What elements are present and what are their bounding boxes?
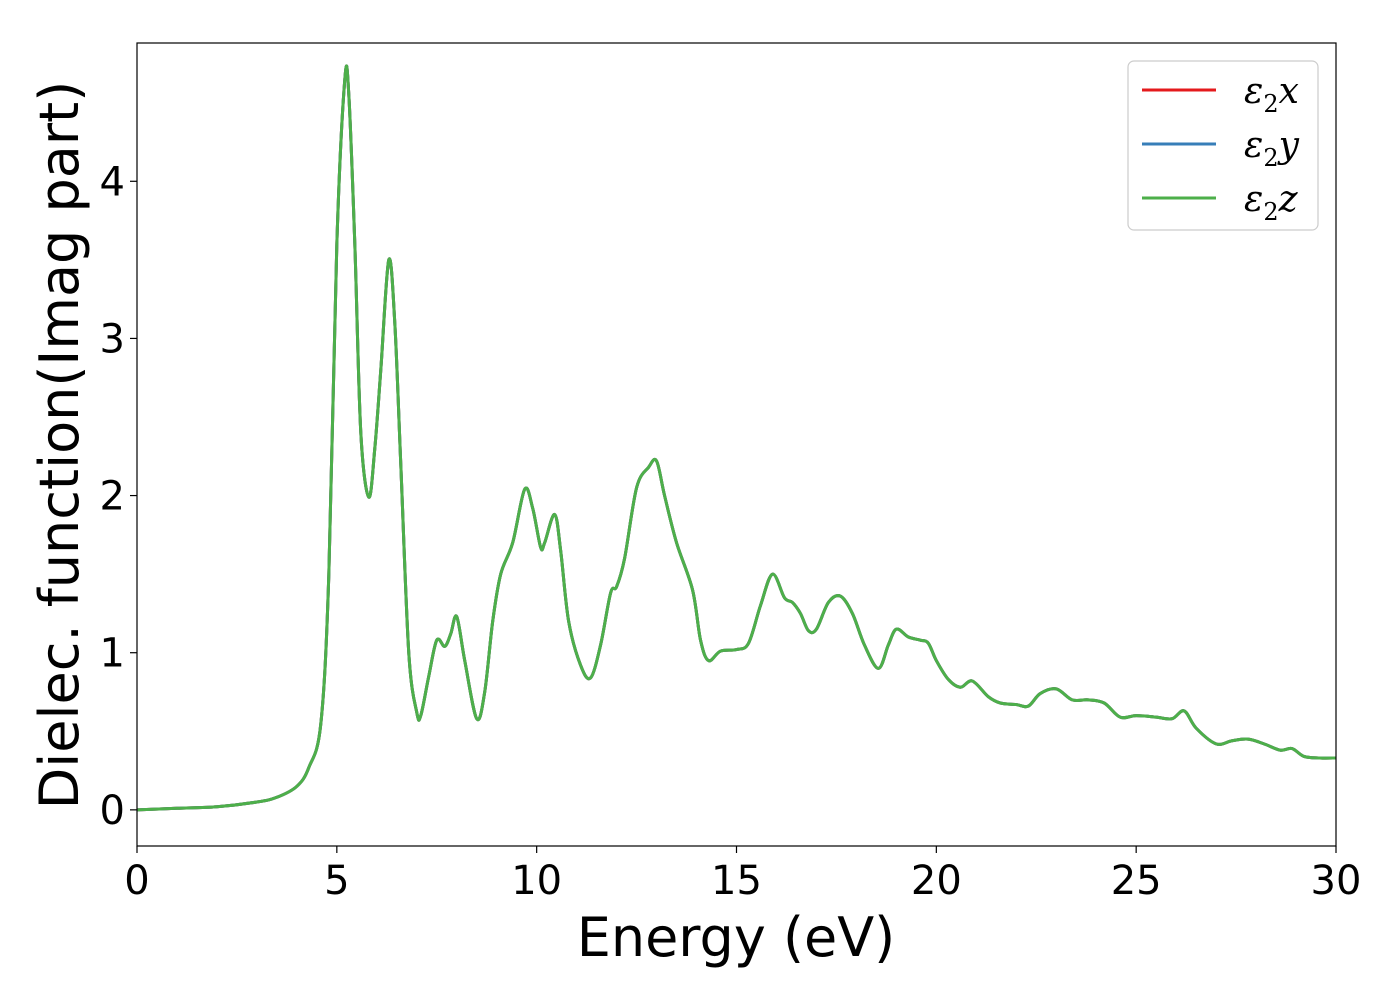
axes-frame	[136, 42, 1337, 847]
x-tick-label: 5	[324, 858, 349, 904]
y-axis: 0 1 2 3 4	[100, 159, 137, 834]
series-line-z	[136, 64, 1337, 812]
legend-label-z: ε2z	[1244, 179, 1299, 226]
legend-box	[1127, 60, 1319, 231]
legend-label-y: ε2y	[1244, 125, 1300, 172]
x-tick-label: 0	[124, 858, 149, 904]
legend-label-x: ε2x	[1244, 71, 1299, 118]
y-tick-label: 0	[100, 788, 125, 834]
x-tick-label: 25	[1111, 858, 1162, 904]
y-tick-label: 3	[100, 316, 125, 362]
x-tick-label: 30	[1311, 858, 1362, 904]
x-axis-label: Energy (eV)	[577, 906, 896, 969]
y-tick-label: 2	[100, 474, 125, 520]
x-tick-label: 15	[711, 858, 762, 904]
x-tick-label: 10	[511, 858, 562, 904]
plot-area	[136, 64, 1337, 812]
legend-entries: ε2x ε2y ε2z	[1142, 71, 1300, 226]
legend: ε2x ε2y ε2z	[1127, 60, 1319, 231]
x-tick-label: 20	[911, 858, 962, 904]
y-axis-label: Dielec. function(Imag part)	[28, 81, 91, 810]
y-tick-label: 1	[100, 631, 125, 677]
x-axis: 0 5 10 15 20 25 30	[124, 846, 1361, 904]
y-tick-label: 4	[100, 159, 125, 205]
